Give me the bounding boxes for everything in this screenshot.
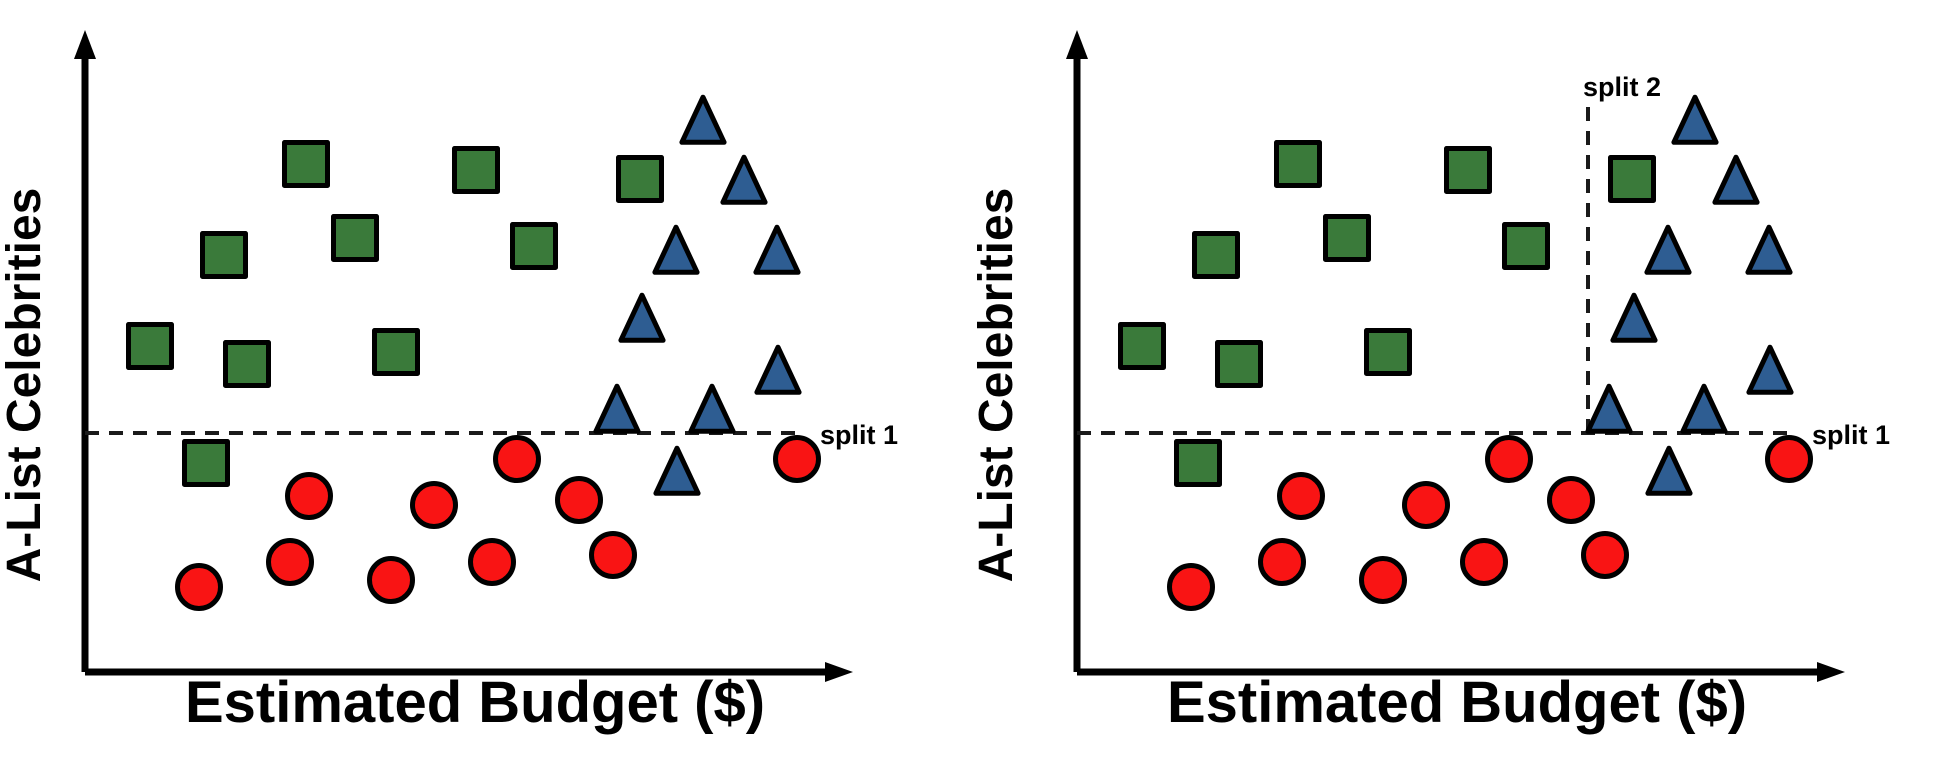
svg-text:split 1: split 1 — [1812, 420, 1890, 450]
svg-text:Estimated Budget ($): Estimated Budget ($) — [185, 670, 765, 735]
svg-text:A-List Celebrities: A-List Celebrities — [0, 188, 51, 583]
svg-text:split 1: split 1 — [820, 420, 898, 450]
svg-text:Estimated Budget ($): Estimated Budget ($) — [1167, 670, 1747, 735]
svg-text:split 2: split 2 — [1583, 72, 1661, 102]
svg-text:A-List Celebrities: A-List Celebrities — [972, 188, 1023, 583]
